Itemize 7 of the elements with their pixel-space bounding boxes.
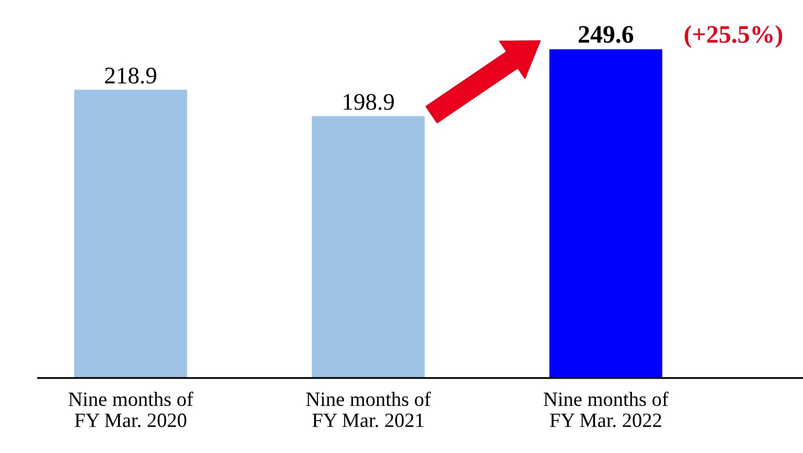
x-tick-label: Nine months of FY Mar. 2020	[68, 392, 194, 428]
data-label: 198.9	[344, 94, 394, 110]
text: (+25.5%)	[684, 25, 782, 48]
data-label: 218.9	[105, 68, 156, 84]
x-tick-label: Nine months of FY Mar. 2022	[544, 392, 668, 428]
x-tick-label: Nine months of FY Mar. 2021	[306, 392, 431, 428]
data-label: 249.6	[578, 26, 634, 43]
